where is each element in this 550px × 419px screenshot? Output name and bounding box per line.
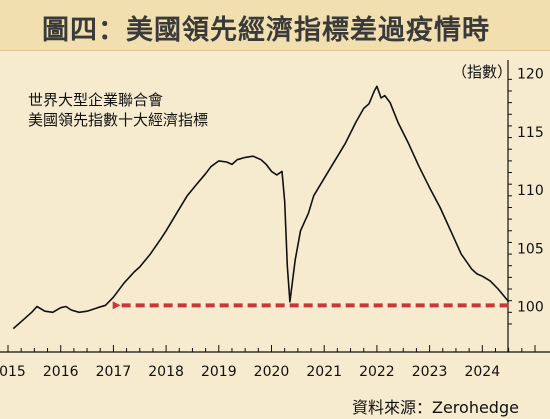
- legend: 世界大型企業聯合會 美國領先指數十大經濟指標: [28, 90, 208, 130]
- y-tick-label: 115: [517, 125, 544, 141]
- y-tick-label: 100: [517, 300, 544, 316]
- x-tick-label: 2021: [306, 364, 342, 380]
- chart-title: 圖四：美國領先經濟指標差過疫情時: [42, 15, 490, 46]
- x-tick-label: 2016: [43, 364, 79, 380]
- x-tick-label: 2018: [148, 364, 184, 380]
- legend-line-2: 美國領先指數十大經濟指標: [28, 111, 209, 129]
- source-note: 資料來源：Zerohedge: [352, 398, 519, 417]
- x-axis-ticks: 2015 2016 2017 2018 2019 2020 2021 2022 2023 2024: [0, 345, 536, 380]
- series-line: [12, 85, 510, 330]
- y-axis-unit-label: （指數）: [452, 63, 513, 81]
- x-tick-label: 2022: [359, 364, 395, 380]
- axes: [0, 60, 550, 353]
- y-axis-ticks: 100 105 110 115 120: [508, 67, 544, 325]
- y-tick-label: 110: [517, 183, 544, 199]
- x-tick-label: 2020: [254, 364, 290, 380]
- legend-line-1: 世界大型企業聯合會: [28, 91, 164, 109]
- x-tick-label: 2015: [0, 364, 26, 380]
- x-tick-label: 2024: [464, 364, 500, 380]
- x-tick-label: 2023: [412, 364, 448, 380]
- series-group: [12, 85, 510, 330]
- x-tick-label: 2019: [201, 364, 237, 380]
- x-tick-label: 2017: [96, 364, 132, 380]
- y-tick-label: 120: [517, 67, 544, 83]
- title-banner: 圖四：美國領先經濟指標差過疫情時: [0, 0, 550, 51]
- y-tick-label: 105: [517, 241, 544, 257]
